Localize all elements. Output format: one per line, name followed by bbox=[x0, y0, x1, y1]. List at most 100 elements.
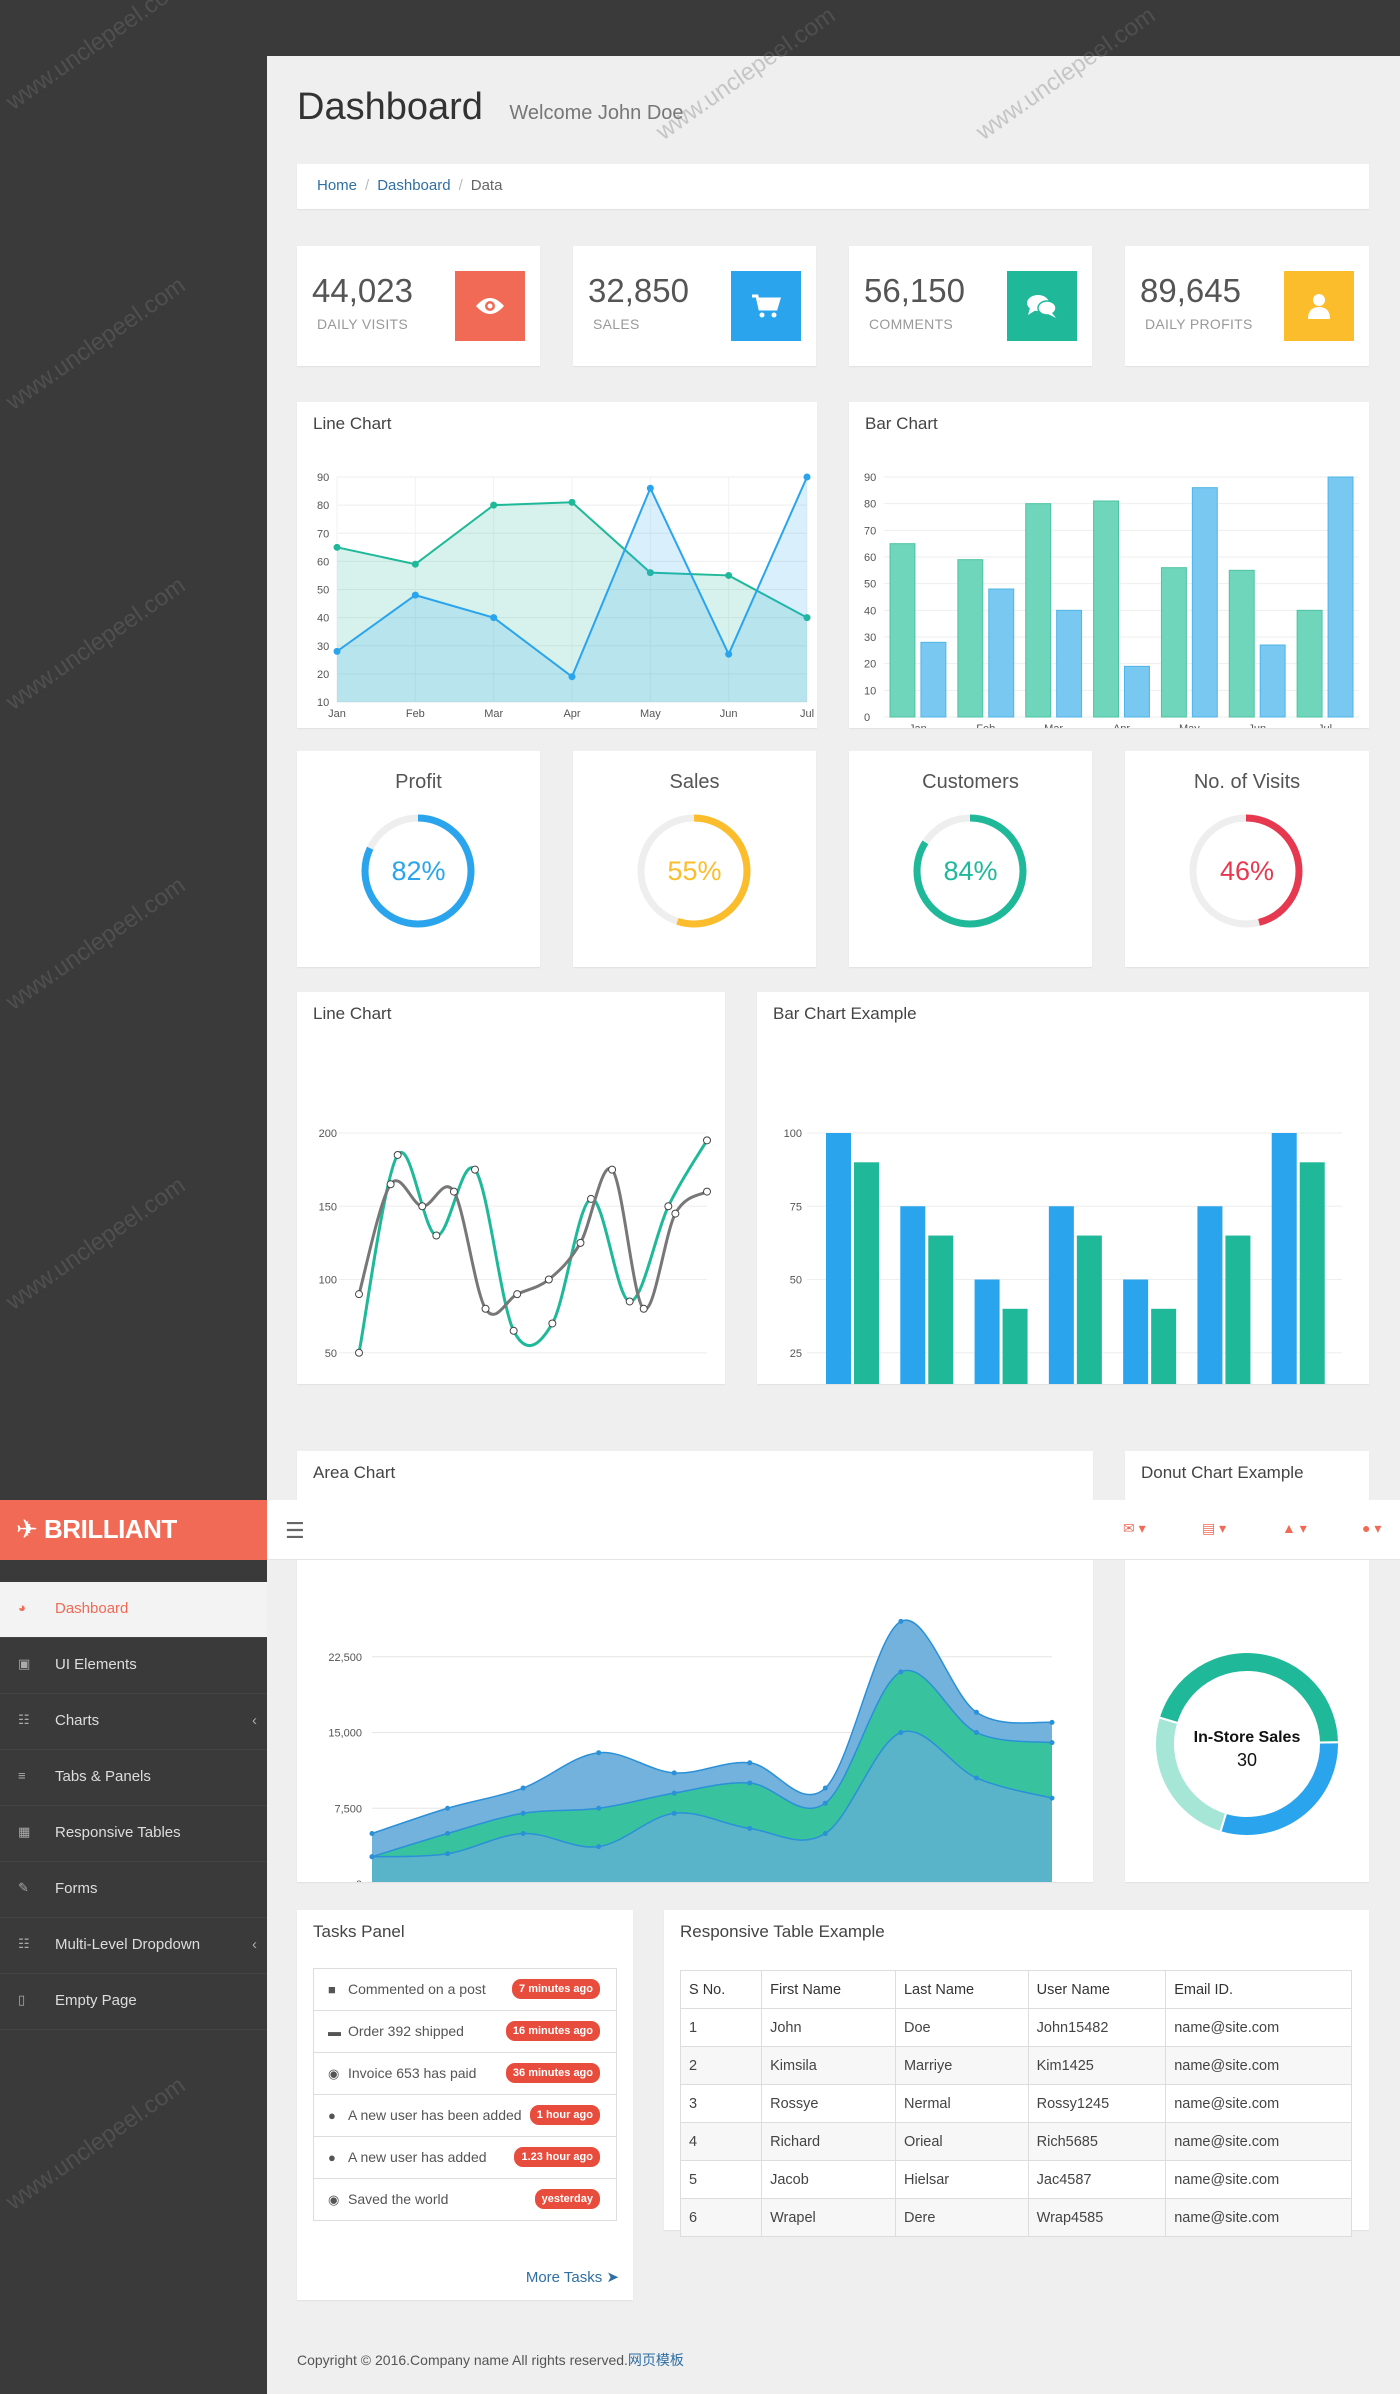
top-navbar: ☰ ✉ ▾ ▤ ▾ ▲ ▾ ● ▾ bbox=[267, 1500, 1400, 1560]
watermark: www.unclepeel.com bbox=[1, 1171, 191, 1316]
data-point bbox=[639, 1304, 648, 1313]
data-point bbox=[803, 473, 811, 481]
comments-icon bbox=[1007, 271, 1077, 341]
donut-center-label: In-Store Sales bbox=[1194, 1729, 1301, 1746]
sidebar-item-tabs-panels[interactable]: ≡ Tabs & Panels bbox=[0, 1750, 267, 1806]
sidebar-item-forms[interactable]: ✎ Forms bbox=[0, 1862, 267, 1918]
page-header: Dashboard Welcome John Doe bbox=[297, 86, 684, 129]
line-chart-2-panel: Line Chart 2001501005002020 bbox=[297, 992, 725, 1384]
stat-daily-visits: 44,023 DAILY VISITS bbox=[297, 246, 540, 366]
table-cell: John bbox=[761, 2008, 896, 2047]
table-row: 3 Rossye Nermal Rossy1245 name@site.com bbox=[679, 2084, 1352, 2123]
bar bbox=[1327, 476, 1354, 718]
x-tick-label: Jul bbox=[800, 708, 814, 720]
bar bbox=[974, 1279, 1000, 1384]
task-item[interactable]: ▬ Order 392 shipped 16 minutes ago bbox=[314, 2011, 616, 2053]
gauge-ring bbox=[913, 814, 1027, 928]
gauge-profit: Profit 82% bbox=[297, 751, 540, 967]
bar bbox=[889, 543, 916, 718]
gauge-customers: Customers 84% bbox=[849, 751, 1092, 967]
tasks-icon[interactable]: ▤ ▾ bbox=[1202, 1520, 1227, 1536]
task-item[interactable]: ● A new user has been added 1 hour ago bbox=[314, 2095, 616, 2137]
stat-value: 89,645 bbox=[1140, 272, 1241, 309]
table-cell: Kim1425 bbox=[1027, 2046, 1167, 2085]
data-table: S No. First Name Last Name User Name Ema… bbox=[679, 1970, 1352, 2237]
task-item[interactable]: ● A new user has added 1.23 hour ago bbox=[314, 2137, 616, 2179]
series-area bbox=[337, 502, 807, 702]
y-tick-label: 50 bbox=[790, 1275, 802, 1287]
sitemap-icon: ☷ bbox=[18, 1936, 30, 1951]
sidebar-item-label: Responsive Tables bbox=[55, 1824, 181, 1841]
sidebar-item-empty-page[interactable]: ▯ Empty Page bbox=[0, 1974, 267, 2030]
bell-icon[interactable]: ▲ ▾ bbox=[1282, 1520, 1307, 1536]
table-header: S No. bbox=[679, 1970, 763, 2009]
footer-text: Copyright © 2016.Company name All rights… bbox=[297, 2352, 628, 2368]
line-chart-panel: Line Chart 90 80 70 60 50 40 30 20 10 Jan Feb Mar Ap… bbox=[297, 402, 817, 728]
table-cell: Dere bbox=[894, 2198, 1029, 2237]
bar bbox=[1225, 1235, 1251, 1384]
globe-icon: ◉ bbox=[328, 2192, 340, 2207]
table-cell: Marriye bbox=[894, 2046, 1029, 2085]
task-item[interactable]: ◉ Saved the world yesterday bbox=[314, 2179, 616, 2220]
x-tick-label: Apr bbox=[563, 708, 580, 720]
task-item[interactable]: ◉ Invoice 653 has paid 36 minutes ago bbox=[314, 2053, 616, 2095]
y-tick-label: 150 bbox=[319, 1201, 337, 1213]
stat-label: DAILY VISITS bbox=[317, 316, 409, 332]
bar bbox=[1299, 1162, 1325, 1384]
sidebar-item-multi-level-dropdown[interactable]: ☷ Multi-Level Dropdown ‹ bbox=[0, 1918, 267, 1974]
data-point bbox=[568, 498, 576, 506]
sidebar-item-label: Tabs & Panels bbox=[55, 1768, 151, 1785]
table-cell: 2 bbox=[679, 2046, 763, 2085]
more-tasks-link[interactable]: More Tasks ➤ bbox=[526, 2268, 619, 2286]
gauge-arc bbox=[361, 814, 475, 928]
bar bbox=[1271, 1133, 1297, 1384]
data-point bbox=[445, 1851, 451, 1857]
breadcrumb-dashboard[interactable]: Dashboard bbox=[377, 177, 451, 194]
data-point bbox=[333, 543, 341, 551]
stat-value: 32,850 bbox=[588, 272, 689, 309]
data-point bbox=[471, 1165, 479, 1174]
panel-title: Line Chart bbox=[313, 414, 392, 433]
panel-title: Responsive Table Example bbox=[680, 1922, 885, 1941]
y-tick-label: 60 bbox=[317, 556, 329, 568]
bar bbox=[920, 641, 947, 718]
sidebar-item-ui-elements[interactable]: ▣ UI Elements bbox=[0, 1638, 267, 1694]
task-text: Commented on a post bbox=[348, 1981, 486, 1997]
sidebar-item-charts[interactable]: ☷ Charts ‹ bbox=[0, 1694, 267, 1750]
y-tick-label: 70 bbox=[317, 528, 329, 540]
sidebar-item-responsive-tables[interactable]: ▦ Responsive Tables bbox=[0, 1806, 267, 1862]
breadcrumb-home[interactable]: Home bbox=[317, 177, 358, 194]
bar bbox=[1191, 487, 1218, 718]
brand-logo[interactable]: ✈ BRILLIANT bbox=[0, 1500, 267, 1560]
sidebar-item-dashboard[interactable]: ◕ Dashboard bbox=[0, 1582, 267, 1638]
y-tick-label: 100 bbox=[784, 1128, 802, 1140]
y-tick-label: 30 bbox=[317, 641, 329, 653]
sidebar-item-label: Charts bbox=[55, 1712, 100, 1729]
bar bbox=[1296, 609, 1323, 718]
menu-toggle-icon[interactable]: ☰ bbox=[285, 1518, 305, 1543]
envelope-icon[interactable]: ✉ ▾ bbox=[1123, 1520, 1146, 1536]
user-icon[interactable]: ● ▾ bbox=[1362, 1520, 1382, 1536]
globe-icon: ◉ bbox=[328, 2066, 340, 2081]
bar-chart: 90 80 70 60 50 40 30 20 10 0 Jan Feb Mar Apr May Jun Jul bbox=[864, 472, 1359, 728]
data-point bbox=[369, 1854, 375, 1860]
table-cell: Wrapel bbox=[761, 2198, 896, 2237]
table-cell: John15482 bbox=[1027, 2008, 1167, 2047]
data-point bbox=[898, 1669, 904, 1675]
bar bbox=[1123, 1279, 1149, 1384]
data-point bbox=[898, 1618, 904, 1624]
watermark: www.unclepeel.com bbox=[1, 871, 191, 1016]
bar bbox=[928, 1235, 954, 1384]
task-item[interactable]: ■ Commented on a post 7 minutes ago bbox=[314, 1969, 616, 2011]
footer-link[interactable]: 网页模板 bbox=[627, 2352, 684, 2368]
data-point bbox=[671, 1209, 680, 1218]
x-tick-label: Mar bbox=[1044, 723, 1063, 728]
data-point bbox=[411, 591, 419, 599]
x-tick-label: Feb bbox=[406, 708, 425, 720]
data-point bbox=[449, 1187, 458, 1196]
arrow-circle-right-icon: ➤ bbox=[606, 2269, 619, 2286]
data-point bbox=[725, 571, 733, 579]
bar-chart-example: 10075502502006200820102012 bbox=[784, 1128, 1342, 1384]
panel-title: Tasks Panel bbox=[313, 1922, 405, 1941]
